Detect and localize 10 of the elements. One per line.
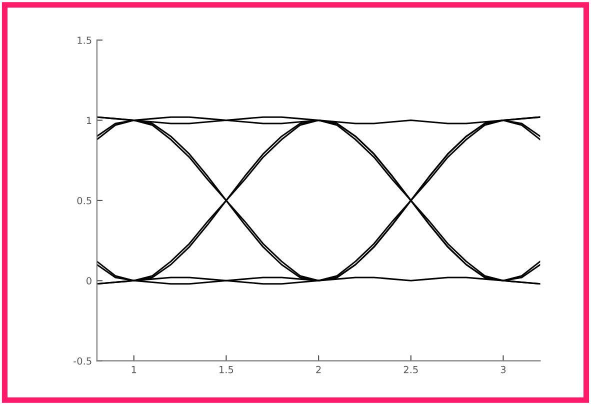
y-tick-label: 1 — [86, 116, 92, 124]
x-tick-label: 2.5 — [404, 366, 418, 374]
x-tick-label: 3 — [500, 366, 506, 374]
x-tick-label: 1.5 — [220, 366, 234, 374]
x-tick-label: 2 — [316, 366, 321, 374]
y-tick-label: 0.5 — [77, 196, 92, 204]
y-tick-label: 1.5 — [78, 36, 92, 44]
y-tick-label: 0 — [86, 277, 92, 284]
y-tick-label: -0.5 — [74, 357, 92, 365]
x-tick-label: 1 — [132, 366, 136, 374]
